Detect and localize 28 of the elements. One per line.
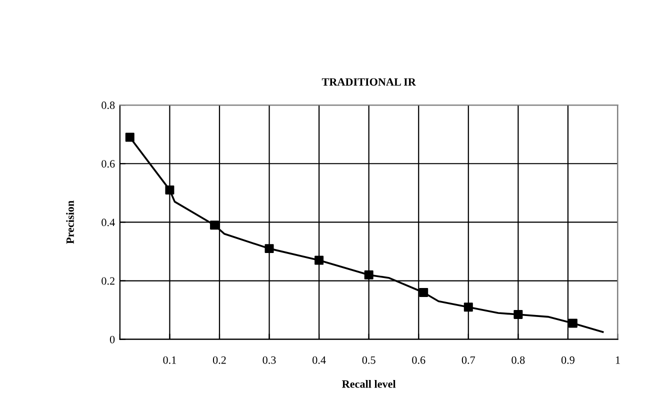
x-tick-label: 0.6 (412, 356, 426, 364)
point (125, 132, 134, 142)
point (514, 310, 523, 319)
y-tick-label: 0 (110, 336, 115, 344)
x-tick-label: 0.7 (462, 356, 476, 364)
x-tick-label: 1 (616, 356, 620, 364)
x-tick-label: 0.9 (561, 356, 574, 364)
y-tick-label: 0.6 (102, 160, 115, 168)
point (464, 302, 473, 312)
x-tick-label: 0.8 (512, 356, 525, 364)
x-tick-label: 0.1 (163, 356, 176, 364)
point (210, 220, 220, 230)
point (165, 185, 174, 194)
x-tick-label: 0.3 (262, 356, 276, 364)
x-tick-label: 0.4 (312, 356, 326, 364)
point (568, 318, 578, 328)
y-axis-title: Precision (66, 200, 74, 244)
y-tick-label: 0.8 (102, 102, 115, 110)
point (364, 270, 374, 280)
point (419, 288, 428, 297)
y-tick-label: 0.4 (102, 218, 115, 226)
x-tick-label: 0.2 (212, 356, 226, 364)
x-tick-label: 0.5 (362, 356, 376, 364)
y-tick-label: 0.2 (102, 277, 114, 285)
x-axis-title: Recall level (342, 380, 396, 388)
point (264, 244, 274, 254)
point (314, 256, 324, 265)
chart-title: TRADITIONAL IR (322, 78, 416, 86)
